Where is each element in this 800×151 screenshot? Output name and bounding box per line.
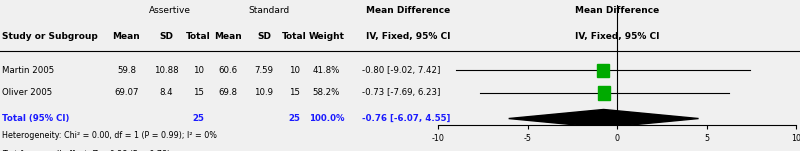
Text: Martin 2005: Martin 2005 bbox=[2, 66, 54, 75]
Text: -0.73 [-7.69, 6.23]: -0.73 [-7.69, 6.23] bbox=[362, 88, 440, 97]
Text: 58.2%: 58.2% bbox=[313, 88, 340, 97]
Text: Total (95% CI): Total (95% CI) bbox=[2, 114, 69, 123]
Text: Mean Difference: Mean Difference bbox=[575, 6, 659, 15]
Text: -0.76 [-6.07, 4.55]: -0.76 [-6.07, 4.55] bbox=[362, 114, 450, 123]
Polygon shape bbox=[509, 109, 698, 128]
Text: Oliver 2005: Oliver 2005 bbox=[2, 88, 52, 97]
Text: Assertive: Assertive bbox=[150, 6, 191, 15]
Text: Mean Difference: Mean Difference bbox=[366, 6, 450, 15]
Text: 25: 25 bbox=[193, 114, 204, 123]
Text: Standard: Standard bbox=[249, 6, 290, 15]
Text: Heterogeneity: Chi² = 0.00, df = 1 (P = 0.99); I² = 0%: Heterogeneity: Chi² = 0.00, df = 1 (P = … bbox=[2, 131, 217, 140]
Text: 10: 10 bbox=[289, 66, 300, 75]
Text: Mean: Mean bbox=[113, 32, 140, 41]
Text: SD: SD bbox=[257, 32, 271, 41]
Text: 10: 10 bbox=[193, 66, 204, 75]
Text: 25: 25 bbox=[289, 114, 300, 123]
Text: Weight: Weight bbox=[308, 32, 344, 41]
Bar bbox=[597, 64, 609, 77]
Text: 60.6: 60.6 bbox=[218, 66, 238, 75]
Text: Total: Total bbox=[282, 32, 306, 41]
Text: 59.8: 59.8 bbox=[117, 66, 136, 75]
Text: 100.0%: 100.0% bbox=[309, 114, 344, 123]
Text: IV, Fixed, 95% CI: IV, Fixed, 95% CI bbox=[366, 32, 450, 41]
Text: 69.07: 69.07 bbox=[114, 88, 138, 97]
Text: IV, Fixed, 95% CI: IV, Fixed, 95% CI bbox=[575, 32, 659, 41]
Text: SD: SD bbox=[159, 32, 174, 41]
Text: Total: Total bbox=[186, 32, 210, 41]
Bar bbox=[598, 86, 610, 100]
Text: 15: 15 bbox=[289, 88, 300, 97]
Text: 7.59: 7.59 bbox=[254, 66, 274, 75]
Text: Test for overall effect: Z = 0.28 (P = 0.78): Test for overall effect: Z = 0.28 (P = 0… bbox=[2, 149, 170, 151]
Text: -0.80 [-9.02, 7.42]: -0.80 [-9.02, 7.42] bbox=[362, 66, 440, 75]
Text: 8.4: 8.4 bbox=[159, 88, 174, 97]
Text: Study or Subgroup: Study or Subgroup bbox=[2, 32, 98, 41]
Text: 15: 15 bbox=[193, 88, 204, 97]
Text: Mean: Mean bbox=[214, 32, 242, 41]
Text: 10.9: 10.9 bbox=[254, 88, 274, 97]
Text: 10.88: 10.88 bbox=[154, 66, 178, 75]
Text: 41.8%: 41.8% bbox=[313, 66, 340, 75]
Text: 69.8: 69.8 bbox=[218, 88, 238, 97]
